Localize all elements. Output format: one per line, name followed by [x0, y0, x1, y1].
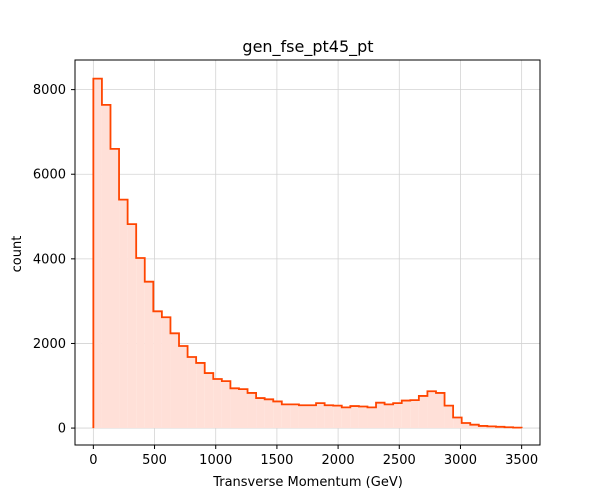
- histogram-bin: [342, 407, 351, 428]
- x-tick-label: 3500: [505, 453, 538, 468]
- histogram-bin: [119, 200, 128, 428]
- histogram-bin: [316, 403, 325, 428]
- histogram-bin: [93, 79, 102, 428]
- y-axis-label: count: [10, 236, 25, 273]
- histogram-bin: [419, 396, 428, 428]
- histogram-bin: [136, 258, 145, 428]
- histogram-bin: [299, 405, 308, 428]
- histogram-bin: [230, 388, 239, 428]
- histogram-bin: [205, 373, 214, 428]
- y-tick-label: 2000: [33, 337, 66, 352]
- histogram-bin: [393, 403, 402, 428]
- histogram-bin: [308, 405, 317, 428]
- histogram-bin: [273, 401, 282, 428]
- chart-title: gen_fse_pt45_pt: [242, 37, 373, 57]
- histogram-bin: [162, 317, 171, 428]
- y-tick-label: 4000: [33, 252, 66, 267]
- histogram-bin: [213, 379, 222, 428]
- histogram-bin: [359, 407, 368, 429]
- y-tick-label: 8000: [33, 83, 66, 98]
- histogram-bin: [385, 404, 394, 428]
- histogram-bin: [367, 407, 376, 428]
- histogram-bin: [350, 406, 359, 428]
- histogram-bin: [153, 311, 162, 428]
- histogram-bin: [179, 346, 188, 428]
- histogram-bin: [436, 393, 445, 428]
- x-tick-label: 1500: [260, 453, 293, 468]
- histogram-bin: [410, 400, 419, 428]
- histogram-bin: [402, 401, 411, 429]
- histogram-bin: [145, 282, 154, 428]
- x-tick-label: 2000: [322, 453, 355, 468]
- x-tick-label: 0: [89, 453, 97, 468]
- histogram-bin: [325, 405, 334, 428]
- x-tick-label: 3000: [444, 453, 477, 468]
- histogram-bin: [376, 403, 385, 428]
- histogram-bin: [110, 149, 119, 428]
- histogram-bin: [239, 389, 248, 428]
- histogram-bin: [128, 224, 137, 428]
- histogram-bin: [333, 406, 342, 428]
- x-tick-label: 1000: [199, 453, 232, 468]
- histogram-bin: [256, 398, 265, 428]
- y-tick-label: 0: [58, 422, 66, 437]
- x-tick-label: 500: [142, 453, 167, 468]
- histogram-bin: [290, 404, 299, 428]
- histogram-bin: [282, 404, 291, 428]
- histogram-bin: [170, 333, 179, 428]
- x-axis-label: Transverse Momentum (GeV): [212, 475, 403, 490]
- x-tick-label: 2500: [383, 453, 416, 468]
- histogram-bin: [445, 406, 454, 428]
- histogram-bin: [248, 393, 257, 428]
- histogram-bin: [188, 357, 197, 428]
- histogram-bin: [222, 381, 231, 428]
- histogram-bin: [102, 105, 111, 428]
- histogram-bin: [265, 399, 274, 428]
- histogram-bars: [93, 79, 521, 428]
- histogram-bin: [453, 418, 462, 429]
- histogram-bin: [427, 391, 436, 428]
- histogram-bin: [196, 363, 205, 428]
- y-tick-label: 6000: [33, 168, 66, 183]
